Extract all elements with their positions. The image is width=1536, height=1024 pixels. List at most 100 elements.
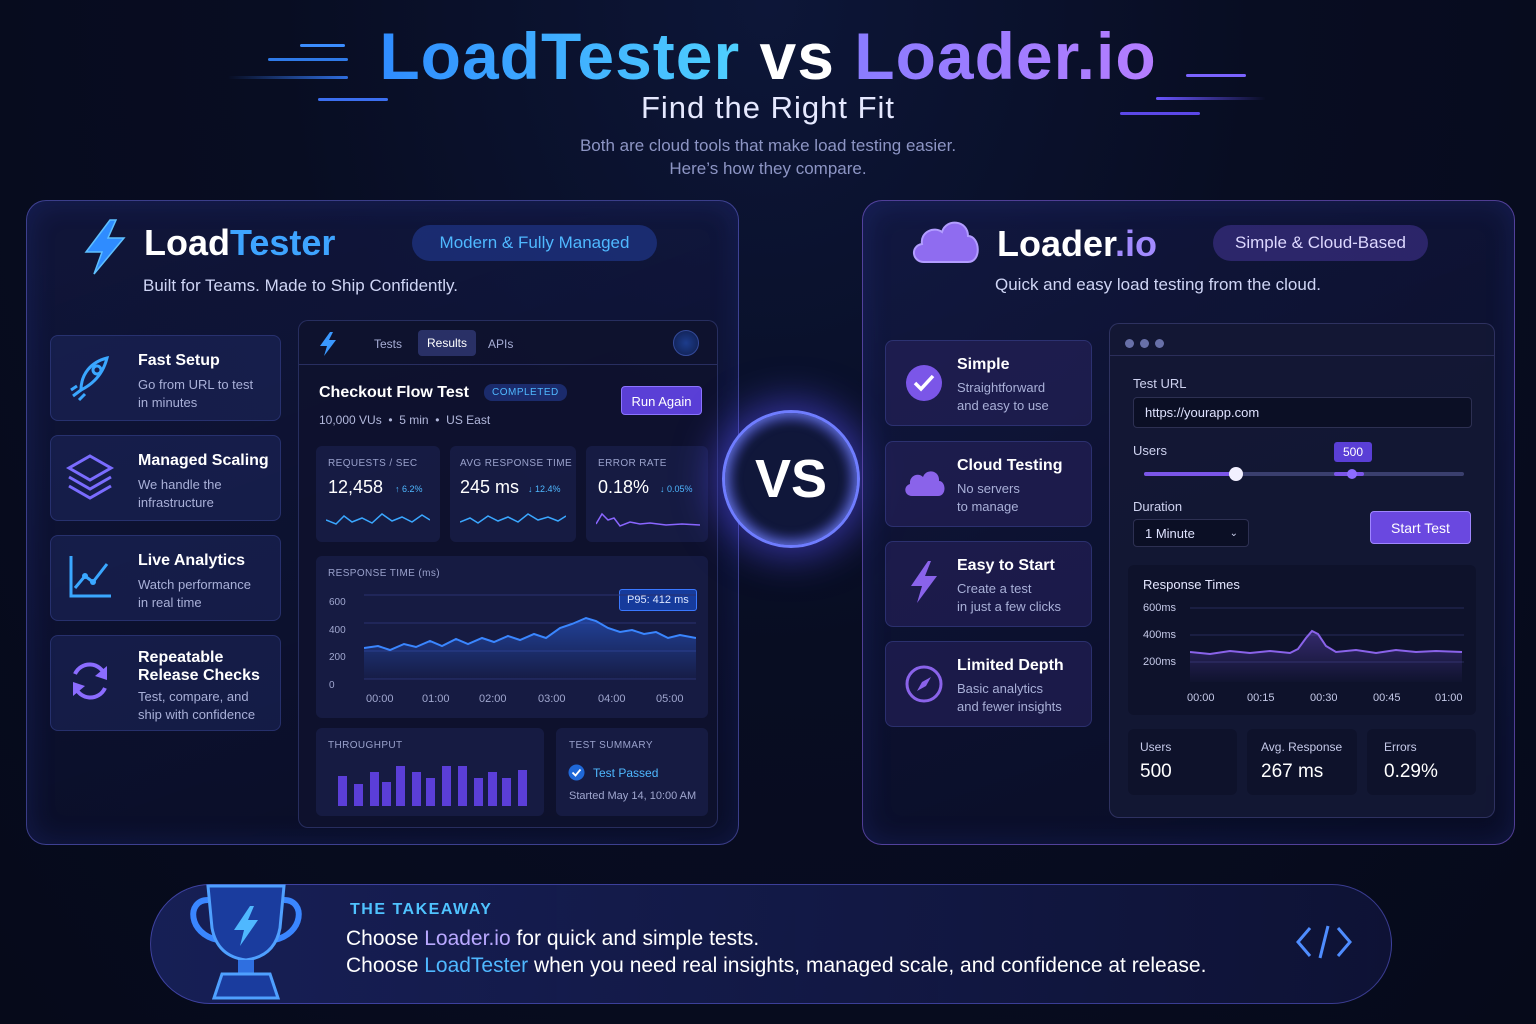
header-streak bbox=[1156, 97, 1266, 100]
lightning-small-icon bbox=[320, 332, 336, 356]
loaderio-tagline: Quick and easy load testing from the clo… bbox=[995, 275, 1322, 294]
stat-card-users: Users 500 bbox=[1128, 729, 1237, 795]
tab-results[interactable]: Results bbox=[418, 330, 477, 356]
feature-card-managed-scaling: Managed Scaling We handle the infrastruct… bbox=[50, 435, 281, 521]
response-chart-label: RESPONSE TIME (ms) bbox=[328, 568, 441, 579]
x-tick: 00:00 bbox=[366, 693, 394, 705]
refresh-icon bbox=[73, 662, 107, 700]
tab-apis[interactable]: APIs bbox=[488, 337, 514, 351]
metric-card-error: ERROR RATE 0.18% ↓ 0.05% bbox=[586, 446, 708, 542]
y-tick: 200ms bbox=[1143, 656, 1177, 668]
x-tick: 01:00 bbox=[422, 693, 450, 705]
x-tick: 05:00 bbox=[656, 693, 684, 705]
feature-card-cloud-testing: Cloud Testing No servers to manage bbox=[885, 441, 1092, 527]
layers-icon bbox=[65, 454, 115, 500]
header-streak bbox=[1186, 74, 1246, 77]
summary-label: TEST SUMMARY bbox=[569, 740, 653, 751]
vs-badge: VS bbox=[722, 410, 860, 548]
page-subtitle: Find the Right Fit bbox=[640, 90, 896, 125]
bolt-icon bbox=[911, 561, 937, 603]
compass-icon bbox=[905, 665, 943, 703]
status-badge: COMPLETED bbox=[484, 384, 567, 401]
response-time-plot bbox=[364, 594, 696, 680]
feature-card-easy-start: Easy to Start Create a test in just a few… bbox=[885, 541, 1092, 627]
metric-card-requests: REQUESTS / SEC 12,458 ↑ 6.2% bbox=[316, 446, 440, 542]
y-axis-ticks: 600 400 200 0 bbox=[329, 597, 346, 691]
loaderio-brand: Loader.io bbox=[997, 223, 1158, 264]
users-slider-badge: 500 bbox=[1334, 442, 1372, 462]
page-lead: Both are cloud tools that make load test… bbox=[579, 136, 957, 178]
loadtester-badge: Modern & Fully Managed bbox=[412, 225, 657, 261]
x-tick: 00:15 bbox=[1247, 692, 1275, 704]
summary-status: Test Passed bbox=[593, 766, 659, 780]
x-tick: 04:00 bbox=[598, 693, 626, 705]
window-dots bbox=[1125, 335, 1164, 353]
x-tick: 00:00 bbox=[1187, 692, 1215, 704]
takeaway-banner bbox=[150, 884, 1392, 1004]
header-streak bbox=[228, 76, 348, 79]
chart-line-icon bbox=[69, 556, 111, 598]
dash-divider bbox=[299, 364, 717, 365]
trophy-icon bbox=[190, 884, 302, 1000]
cloud-logo-icon bbox=[913, 221, 979, 263]
duration-select[interactable]: 1 Minute ⌄ bbox=[1133, 519, 1249, 547]
response-times-chart bbox=[1128, 565, 1476, 715]
takeaway-line-1: Choose Loader.io for quick and simple te… bbox=[346, 927, 760, 950]
code-brackets-icon bbox=[1296, 925, 1352, 959]
start-test-button[interactable]: Start Test bbox=[1370, 511, 1471, 544]
users-slider-track[interactable] bbox=[1144, 472, 1464, 476]
x-tick: 02:00 bbox=[479, 693, 507, 705]
sparkline bbox=[326, 513, 430, 525]
x-tick: 00:45 bbox=[1373, 692, 1401, 704]
run-again-button[interactable]: Run Again bbox=[621, 386, 702, 415]
response-times-label: Response Times bbox=[1143, 577, 1240, 592]
rocket-icon bbox=[70, 355, 110, 402]
users-slider-fill bbox=[1144, 472, 1236, 476]
feature-card-simple: Simple Straightforward and easy to use bbox=[885, 340, 1092, 426]
x-tick: 03:00 bbox=[538, 693, 566, 705]
avatar[interactable] bbox=[673, 330, 699, 356]
x-tick: 00:30 bbox=[1310, 692, 1338, 704]
takeaway-line-2: Choose LoadTester when you need real ins… bbox=[346, 954, 1207, 977]
cloud-icon bbox=[905, 471, 945, 496]
throughput-label: THROUGHPUT bbox=[328, 740, 403, 751]
stat-card-avg-response: Avg. Response 267 ms bbox=[1247, 729, 1357, 795]
loadtester-tagline: Built for Teams. Made to Ship Confidentl… bbox=[143, 276, 458, 295]
header-streak bbox=[318, 98, 388, 101]
y-tick: 600ms bbox=[1143, 602, 1177, 614]
check-circle-icon bbox=[568, 764, 585, 781]
users-slider-handle-secondary[interactable] bbox=[1347, 469, 1357, 479]
stat-card-errors: Errors 0.29% bbox=[1367, 729, 1476, 795]
users-label: Users bbox=[1133, 443, 1167, 458]
lightning-logo-icon bbox=[84, 219, 126, 275]
throughput-bars bbox=[338, 766, 527, 806]
test-url-label: Test URL bbox=[1133, 376, 1187, 391]
window-divider bbox=[1110, 355, 1494, 356]
x-tick: 01:00 bbox=[1435, 692, 1463, 704]
duration-label: Duration bbox=[1133, 499, 1183, 514]
test-url-input[interactable]: https://yourapp.com bbox=[1133, 397, 1472, 428]
header-streak bbox=[1120, 112, 1200, 115]
test-name: Checkout Flow Test bbox=[319, 384, 469, 401]
metric-card-response: AVG RESPONSE TIME 245 ms ↓ 12.4% bbox=[450, 446, 576, 542]
sparkline bbox=[460, 513, 566, 524]
check-circle-icon bbox=[906, 365, 942, 401]
feature-card-limited-depth: Limited Depth Basic analytics and fewer i… bbox=[885, 641, 1092, 727]
y-tick: 400ms bbox=[1143, 629, 1177, 641]
loadtester-brand: LoadTester bbox=[144, 222, 336, 263]
feature-card-repeatable-checks: Repeatable Release Checks Test, compare, … bbox=[50, 635, 281, 731]
loaderio-badge: Simple & Cloud-Based bbox=[1213, 225, 1428, 261]
page-title: LoadTester vs Loader.io bbox=[379, 19, 1157, 93]
header-streak bbox=[268, 58, 348, 61]
sparkline bbox=[596, 512, 700, 527]
summary-started: Started May 14, 10:00 AM bbox=[569, 790, 697, 802]
header-streak bbox=[300, 44, 345, 47]
users-slider-handle[interactable] bbox=[1229, 467, 1243, 481]
takeaway-heading: THE TAKEAWAY bbox=[350, 901, 493, 918]
feature-card-fast-setup: Fast Setup Go from URL to test in minutes bbox=[50, 335, 281, 421]
test-meta: 10,000 VUs • 5 min • US East bbox=[319, 413, 491, 427]
tab-tests[interactable]: Tests bbox=[374, 337, 403, 351]
chevron-down-icon: ⌄ bbox=[1229, 528, 1238, 539]
response-times-plot bbox=[1190, 607, 1464, 682]
feature-card-live-analytics: Live Analytics Watch performance in real … bbox=[50, 535, 281, 621]
